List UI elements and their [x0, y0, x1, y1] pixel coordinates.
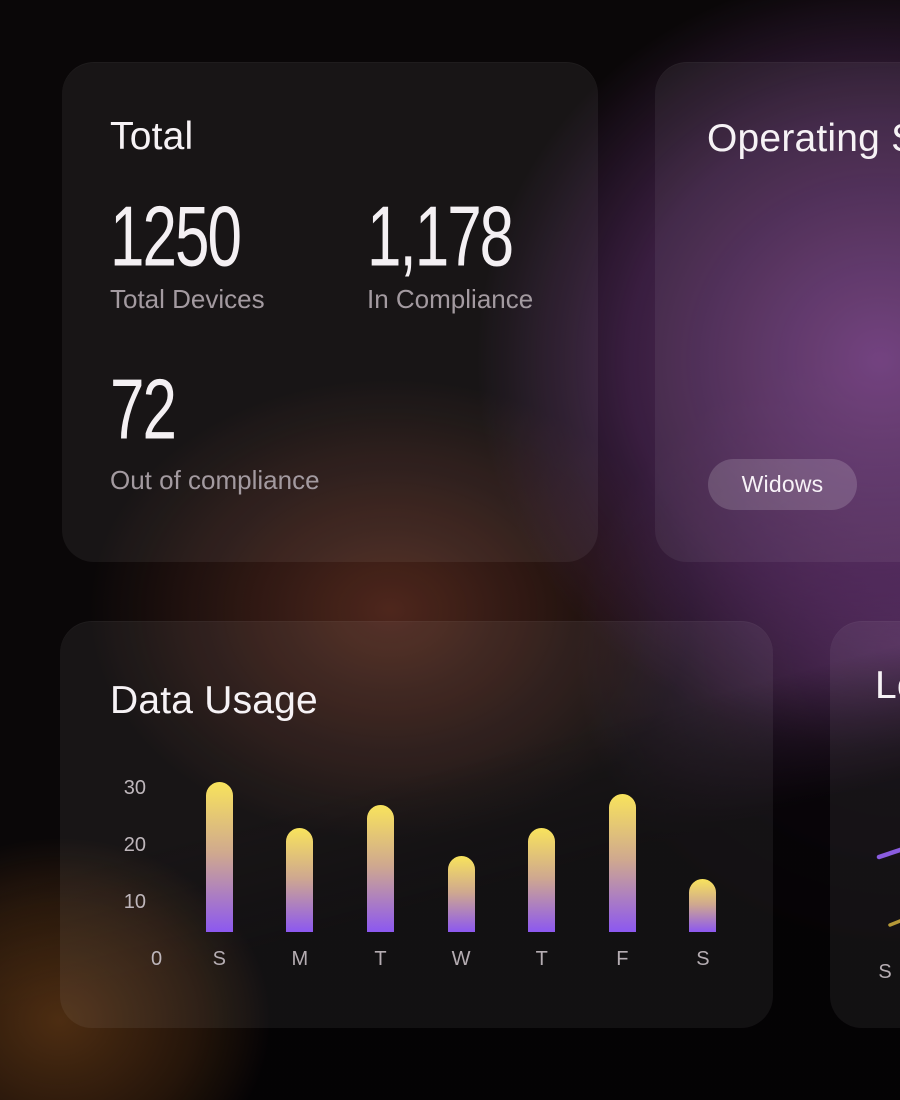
- in-compliance-label: In Compliance: [367, 284, 534, 314]
- bar-m-1: [286, 827, 314, 932]
- bar-w-3: [447, 856, 475, 932]
- line-chart-card: Location S: [830, 621, 900, 1028]
- os-filter-chip-windows[interactable]: Widows: [708, 459, 857, 510]
- x-axis-label-w-3: W: [451, 948, 471, 970]
- x-axis-label-m-1: M: [291, 948, 309, 970]
- x-axis-label-t-4: T: [535, 948, 548, 970]
- out-of-compliance-value: 72: [110, 362, 177, 458]
- out-of-compliance-label: Out of compliance: [110, 465, 320, 495]
- total-card-title: Total: [110, 115, 194, 158]
- line-chart-card-title: Location: [875, 664, 900, 707]
- x-axis-label-s-6: S: [696, 948, 710, 970]
- data-usage-card: Data Usage 0 10 20 30 S M T W T F S: [60, 621, 773, 1028]
- bar-s-6: [689, 879, 717, 932]
- operating-systems-card: Operating Systems Widows: [655, 62, 900, 562]
- x-axis-label-s-0: S: [212, 948, 226, 970]
- total-card: Total 1250 Total Devices 1,178 In Compli…: [62, 62, 598, 562]
- in-compliance-value: 1,178: [367, 189, 514, 285]
- operating-systems-card-title: Operating Systems: [707, 117, 900, 160]
- line-series-purple: [876, 847, 900, 860]
- bar-t-2: [367, 805, 394, 932]
- y-axis-tick-20: 20: [123, 834, 146, 856]
- total-devices-value: 1250: [110, 189, 242, 285]
- line-chart-x-tick: S: [878, 961, 892, 983]
- x-axis-label-t-2: T: [374, 948, 387, 970]
- os-filter-chip-label: Widows: [741, 471, 824, 497]
- y-axis-tick-0: 0: [150, 948, 163, 970]
- x-axis-label-f-5: F: [616, 948, 629, 970]
- bar-f-5: [608, 793, 636, 932]
- data-usage-card-title: Data Usage: [110, 679, 318, 722]
- y-axis-tick-30: 30: [123, 777, 146, 799]
- line-chart: [876, 847, 900, 927]
- line-series-yellow: [888, 919, 900, 927]
- total-devices-label: Total Devices: [110, 284, 265, 314]
- bar-s-0: [205, 782, 233, 932]
- bar-t-4: [528, 827, 556, 932]
- y-axis-tick-10: 10: [123, 891, 146, 913]
